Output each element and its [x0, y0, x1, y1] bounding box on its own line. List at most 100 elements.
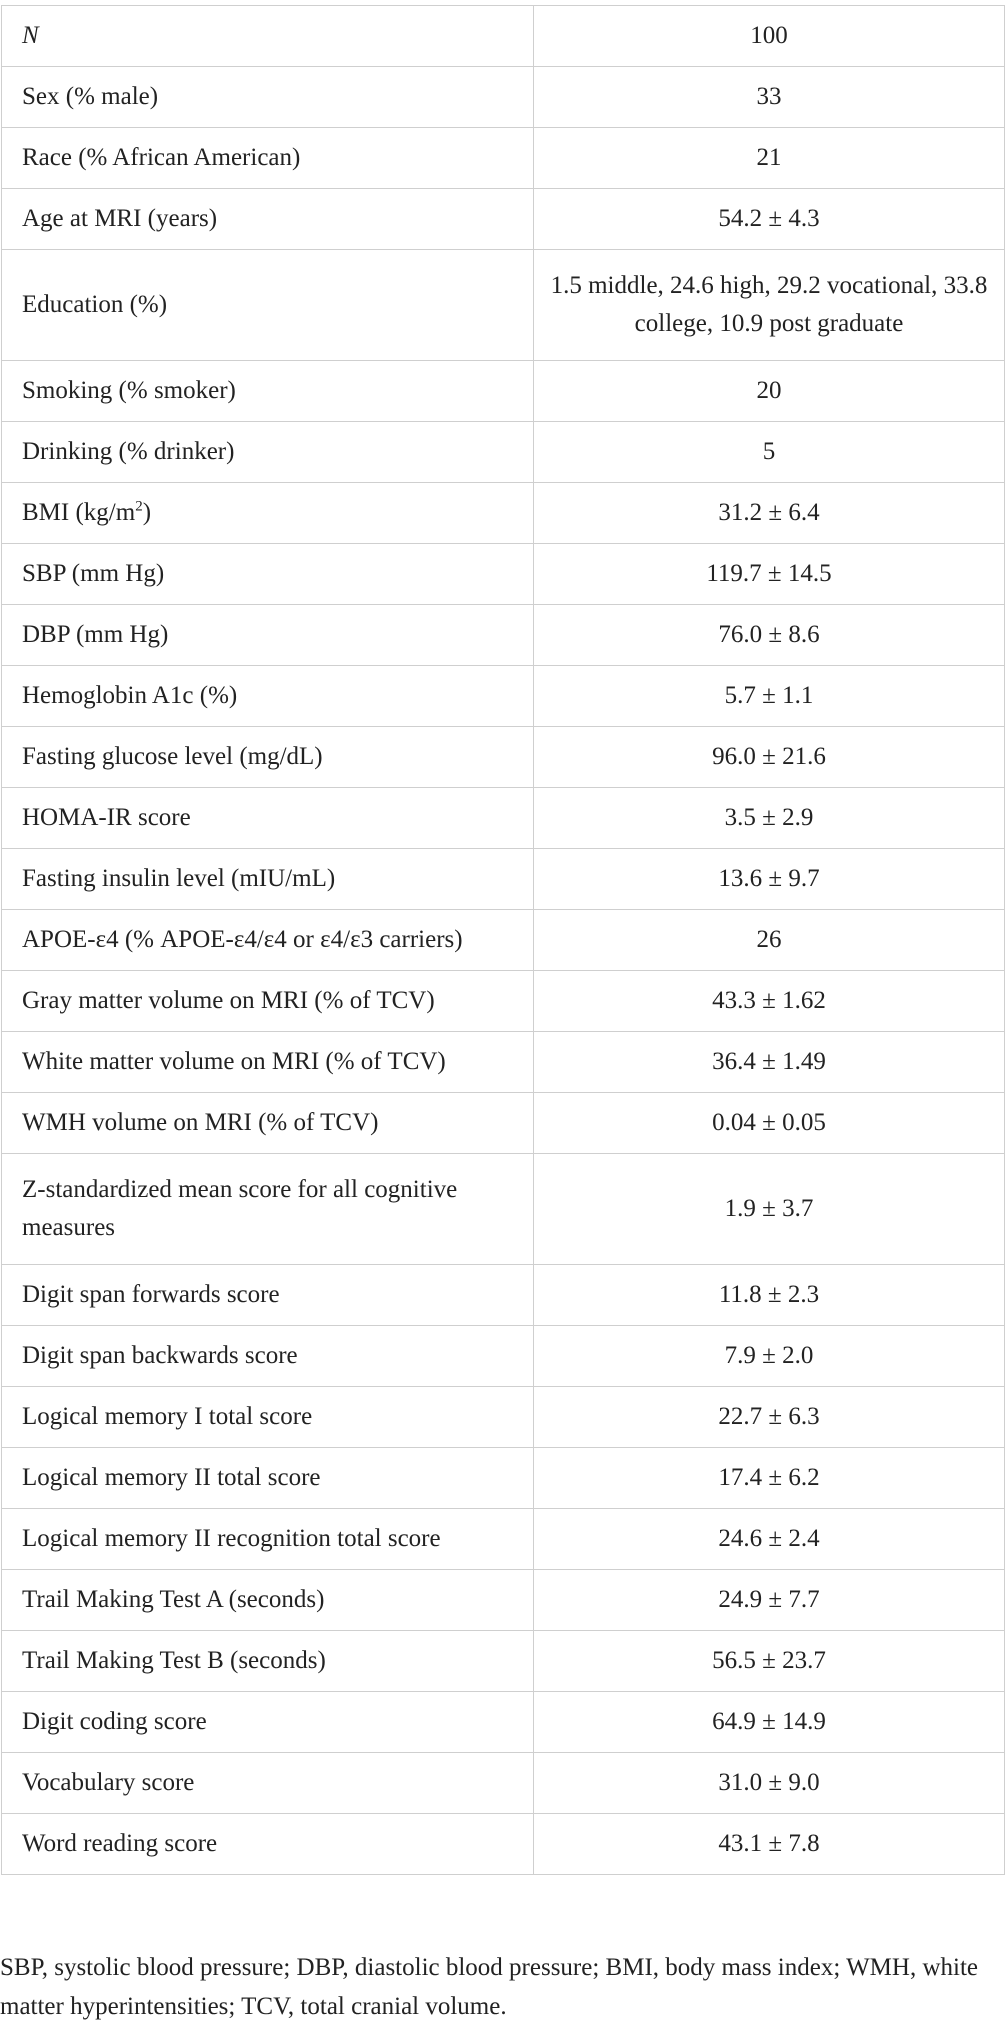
table-row: Digit coding score 64.9 ± 14.9 — [1, 1691, 1005, 1753]
table-footnote: SBP, systolic blood pressure; DBP, diast… — [0, 1954, 978, 2020]
row-value: 33 — [756, 83, 782, 110]
row-value: 119.7 ± 14.5 — [706, 560, 832, 587]
row-label: Race (% African American) — [22, 144, 301, 171]
row-label: Fasting glucose level (mg/dL) — [22, 743, 323, 770]
row-value-cell: 43.3 ± 1.62 — [533, 970, 1005, 1032]
table-row: Fasting insulin level (mIU/mL) 13.6 ± 9.7 — [1, 848, 1005, 910]
table-row: BMI (kg/m2) 31.2 ± 6.4 — [1, 482, 1005, 544]
row-value-cell: 22.7 ± 6.3 — [533, 1386, 1005, 1448]
table-row: DBP (mm Hg) 76.0 ± 8.6 — [1, 604, 1005, 666]
row-label: Trail Making Test B (seconds) — [22, 1647, 326, 1674]
row-value-cell: 1.5 middle, 24.6 high, 29.2 vocational, … — [533, 249, 1005, 361]
row-value-cell: 43.1 ± 7.8 — [533, 1813, 1005, 1875]
row-label: WMH volume on MRI (% of TCV) — [22, 1109, 379, 1136]
row-label: Education (%) — [22, 291, 168, 318]
row-label-cell: WMH volume on MRI (% of TCV) — [1, 1092, 534, 1154]
table-row: Race (% African American) 21 — [1, 127, 1005, 189]
row-value: 0.04 ± 0.05 — [712, 1109, 826, 1136]
row-value: 100 — [750, 22, 788, 49]
row-value-cell: 13.6 ± 9.7 — [533, 848, 1005, 910]
table-row: Smoking (% smoker) 20 — [1, 360, 1005, 422]
row-value: 31.0 ± 9.0 — [718, 1769, 820, 1796]
table-row: Education (%) 1.5 middle, 24.6 high, 29.2… — [1, 249, 1005, 361]
row-label: N — [22, 22, 39, 49]
row-value: 13.6 ± 9.7 — [718, 865, 820, 892]
row-label-cell: Trail Making Test A (seconds) — [1, 1569, 534, 1631]
row-label-superscript: 2 — [135, 498, 143, 515]
row-label-cell: Sex (% male) — [1, 66, 534, 128]
row-value: 36.4 ± 1.49 — [712, 1048, 826, 1075]
row-value-cell: 56.5 ± 23.7 — [533, 1630, 1005, 1692]
row-value: 1.5 middle, 24.6 high, 29.2 vocational, … — [550, 272, 988, 337]
row-label-cell: Education (%) — [1, 249, 534, 361]
table-row: Digit span forwards score 11.8 ± 2.3 — [1, 1264, 1005, 1326]
row-value: 54.2 ± 4.3 — [718, 205, 820, 232]
row-value-cell: 100 — [533, 5, 1005, 67]
row-value-cell: 11.8 ± 2.3 — [533, 1264, 1005, 1326]
table-row: Trail Making Test B (seconds) 56.5 ± 23.7 — [1, 1630, 1005, 1692]
row-value-cell: 54.2 ± 4.3 — [533, 188, 1005, 250]
row-label-suffix: ) — [142, 499, 152, 526]
table-body: N 100 Sex (% male) 33 Race (% African Americ… — [1, 5, 1005, 1875]
row-value: 20 — [756, 377, 782, 404]
row-label: Digit span forwards score — [22, 1281, 280, 1308]
row-value-cell: 26 — [533, 909, 1005, 971]
row-label: Logical memory II recognition total scor… — [22, 1525, 441, 1552]
row-value-cell: 31.2 ± 6.4 — [533, 482, 1005, 544]
row-value: 3.5 ± 2.9 — [724, 804, 814, 831]
row-label: Word reading score — [22, 1830, 218, 1857]
row-label: Logical memory II total score — [22, 1464, 321, 1491]
row-value: 31.2 ± 6.4 — [718, 499, 820, 526]
table-row: White matter volume on MRI (% of TCV) 36.… — [1, 1031, 1005, 1093]
row-label-cell: APOE-ε4 (% APOE-ε4/ε4 or ε4/ε3 carriers) — [1, 909, 534, 971]
row-label-cell: BMI (kg/m2) — [1, 482, 534, 544]
row-value: 22.7 ± 6.3 — [718, 1403, 820, 1430]
row-value-cell: 96.0 ± 21.6 — [533, 726, 1005, 788]
row-value-cell: 5 — [533, 421, 1005, 483]
row-value-cell: 17.4 ± 6.2 — [533, 1447, 1005, 1509]
row-label-cell: Logical memory I total score — [1, 1386, 534, 1448]
row-label-cell: SBP (mm Hg) — [1, 543, 534, 605]
row-label: Fasting insulin level (mIU/mL) — [22, 865, 336, 892]
row-value: 76.0 ± 8.6 — [718, 621, 820, 648]
row-label: Z-standardized mean score for all cognit… — [22, 1176, 458, 1241]
row-value-cell: 36.4 ± 1.49 — [533, 1031, 1005, 1093]
row-value-cell: 33 — [533, 66, 1005, 128]
row-label-cell: Race (% African American) — [1, 127, 534, 189]
row-label-cell: Trail Making Test B (seconds) — [1, 1630, 534, 1692]
characteristics-table: N 100 Sex (% male) 33 Race (% African Americ… — [1, 5, 1005, 1875]
row-label: Drinking (% drinker) — [22, 438, 235, 465]
row-label: Digit coding score — [22, 1708, 207, 1735]
table-row: Logical memory II total score 17.4 ± 6.2 — [1, 1447, 1005, 1509]
row-value: 21 — [756, 144, 782, 171]
row-value: 24.6 ± 2.4 — [718, 1525, 820, 1552]
row-label: Smoking (% smoker) — [22, 377, 236, 404]
row-label-cell: Z-standardized mean score for all cognit… — [1, 1153, 534, 1265]
row-value-cell: 24.9 ± 7.7 — [533, 1569, 1005, 1631]
row-value-cell: 0.04 ± 0.05 — [533, 1092, 1005, 1154]
row-label: Sex (% male) — [22, 83, 159, 110]
row-label: White matter volume on MRI (% of TCV) — [22, 1048, 446, 1075]
row-label-cell: Digit span backwards score — [1, 1325, 534, 1387]
row-value: 17.4 ± 6.2 — [718, 1464, 820, 1491]
table-row: WMH volume on MRI (% of TCV) 0.04 ± 0.05 — [1, 1092, 1005, 1154]
row-label-cell: Digit span forwards score — [1, 1264, 534, 1326]
row-value: 1.9 ± 3.7 — [724, 1195, 814, 1222]
table-row: Digit span backwards score 7.9 ± 2.0 — [1, 1325, 1005, 1387]
table-row: Logical memory II recognition total scor… — [1, 1508, 1005, 1570]
row-value: 26 — [756, 926, 782, 953]
row-label-cell: Word reading score — [1, 1813, 534, 1875]
row-label: Trail Making Test A (seconds) — [22, 1586, 325, 1613]
row-label: HOMA-IR score — [22, 804, 191, 831]
row-value: 7.9 ± 2.0 — [724, 1342, 814, 1369]
table-row: Sex (% male) 33 — [1, 66, 1005, 128]
row-value-cell: 1.9 ± 3.7 — [533, 1153, 1005, 1265]
row-value: 11.8 ± 2.3 — [718, 1281, 820, 1308]
row-label: Gray matter volume on MRI (% of TCV) — [22, 987, 435, 1014]
table-row: Vocabulary score 31.0 ± 9.0 — [1, 1752, 1005, 1814]
row-value: 64.9 ± 14.9 — [712, 1708, 826, 1735]
row-label: Hemoglobin A1c (%) — [22, 682, 238, 709]
row-label-cell: Smoking (% smoker) — [1, 360, 534, 422]
table-row: Hemoglobin A1c (%) 5.7 ± 1.1 — [1, 665, 1005, 727]
table-row: APOE-ε4 (% APOE-ε4/ε4 or ε4/ε3 carriers)… — [1, 909, 1005, 971]
